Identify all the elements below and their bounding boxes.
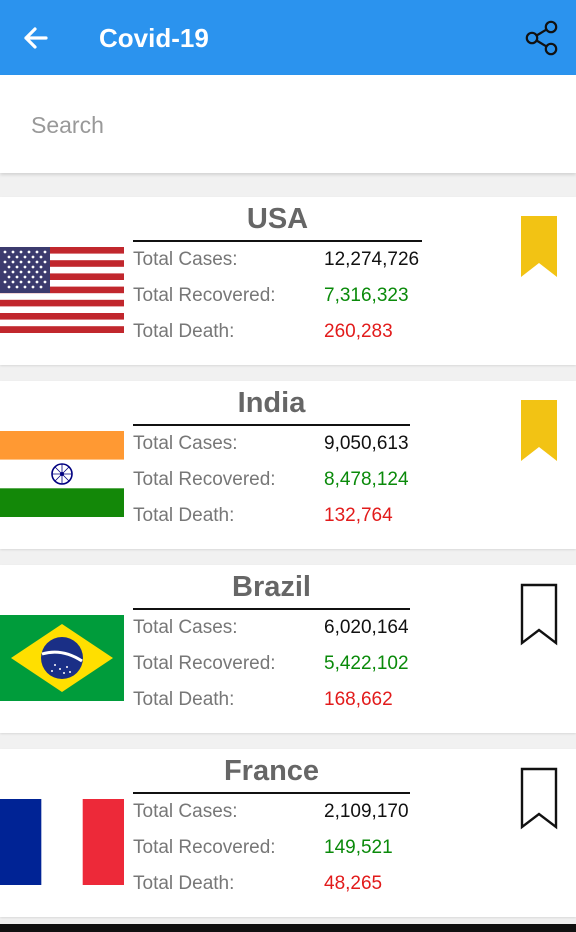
total-cases-value: 6,020,164 [324,617,409,638]
total-recovered-value: 149,521 [324,837,393,858]
total-death-value: 132,764 [324,505,393,526]
total-recovered-label: Total Recovered: [133,837,276,858]
bottom-bar [0,924,576,932]
total-death-label: Total Death: [133,689,235,710]
total-cases-value: 9,050,613 [324,433,409,454]
arrow-left-icon [24,27,48,49]
total-recovered-label: Total Recovered: [133,653,276,674]
country-card-france[interactable]: France Total Cases: 2,109,170 Total Reco… [0,749,576,917]
total-recovered-value: 8,478,124 [324,469,409,490]
total-cases-label: Total Cases: [133,801,238,822]
india-flag [0,431,124,517]
search-bar [0,75,576,173]
bookmark-outline-icon [520,767,558,830]
country-card-india[interactable]: India Total Cases: 9,050,613 Total Recov… [0,381,576,549]
france-flag [0,799,124,885]
bookmark-filled-icon [521,216,557,277]
share-icon [525,20,558,56]
country-divider [133,240,422,242]
total-death-value: 168,662 [324,689,393,710]
country-divider [133,608,410,610]
total-cases-value: 12,274,726 [324,249,420,270]
total-death-value: 260,283 [324,321,393,342]
bookmark-button[interactable] [520,583,558,647]
app-title: Covid-19 [99,23,209,53]
total-death-label: Total Death: [133,321,235,342]
back-button[interactable] [16,18,56,58]
country-name: Brazil [232,571,311,603]
country-divider [133,792,410,794]
country-name: India [237,387,306,419]
country-divider [133,424,410,426]
country-name: France [223,755,320,787]
total-cases-value: 2,109,170 [324,801,409,822]
bookmark-button[interactable] [520,767,558,831]
search-input[interactable] [31,105,531,145]
country-card-brazil[interactable]: Brazil Total Cases: 6,020,164 Total Reco… [0,565,576,733]
app-bar: Covid-19 [0,0,576,75]
country-name: USA [246,203,309,235]
bookmark-button[interactable] [520,399,558,463]
total-death-value: 48,265 [324,873,383,894]
usa-flag [0,247,124,333]
share-button[interactable] [522,18,562,58]
total-recovered-label: Total Recovered: [133,469,276,490]
total-recovered-value: 7,316,323 [324,285,409,306]
bookmark-filled-icon [521,400,557,461]
total-death-label: Total Death: [133,505,235,526]
total-recovered-label: Total Recovered: [133,285,276,306]
total-cases-label: Total Cases: [133,433,238,454]
total-recovered-value: 5,422,102 [324,653,409,674]
bookmark-outline-icon [520,583,558,646]
total-death-label: Total Death: [133,873,235,894]
total-cases-label: Total Cases: [133,617,238,638]
bookmark-button[interactable] [520,215,558,279]
brazil-flag [0,615,124,701]
total-cases-label: Total Cases: [133,249,238,270]
country-card-usa[interactable]: USA Total Cases: 12,274,726 Total Recove… [0,197,576,365]
